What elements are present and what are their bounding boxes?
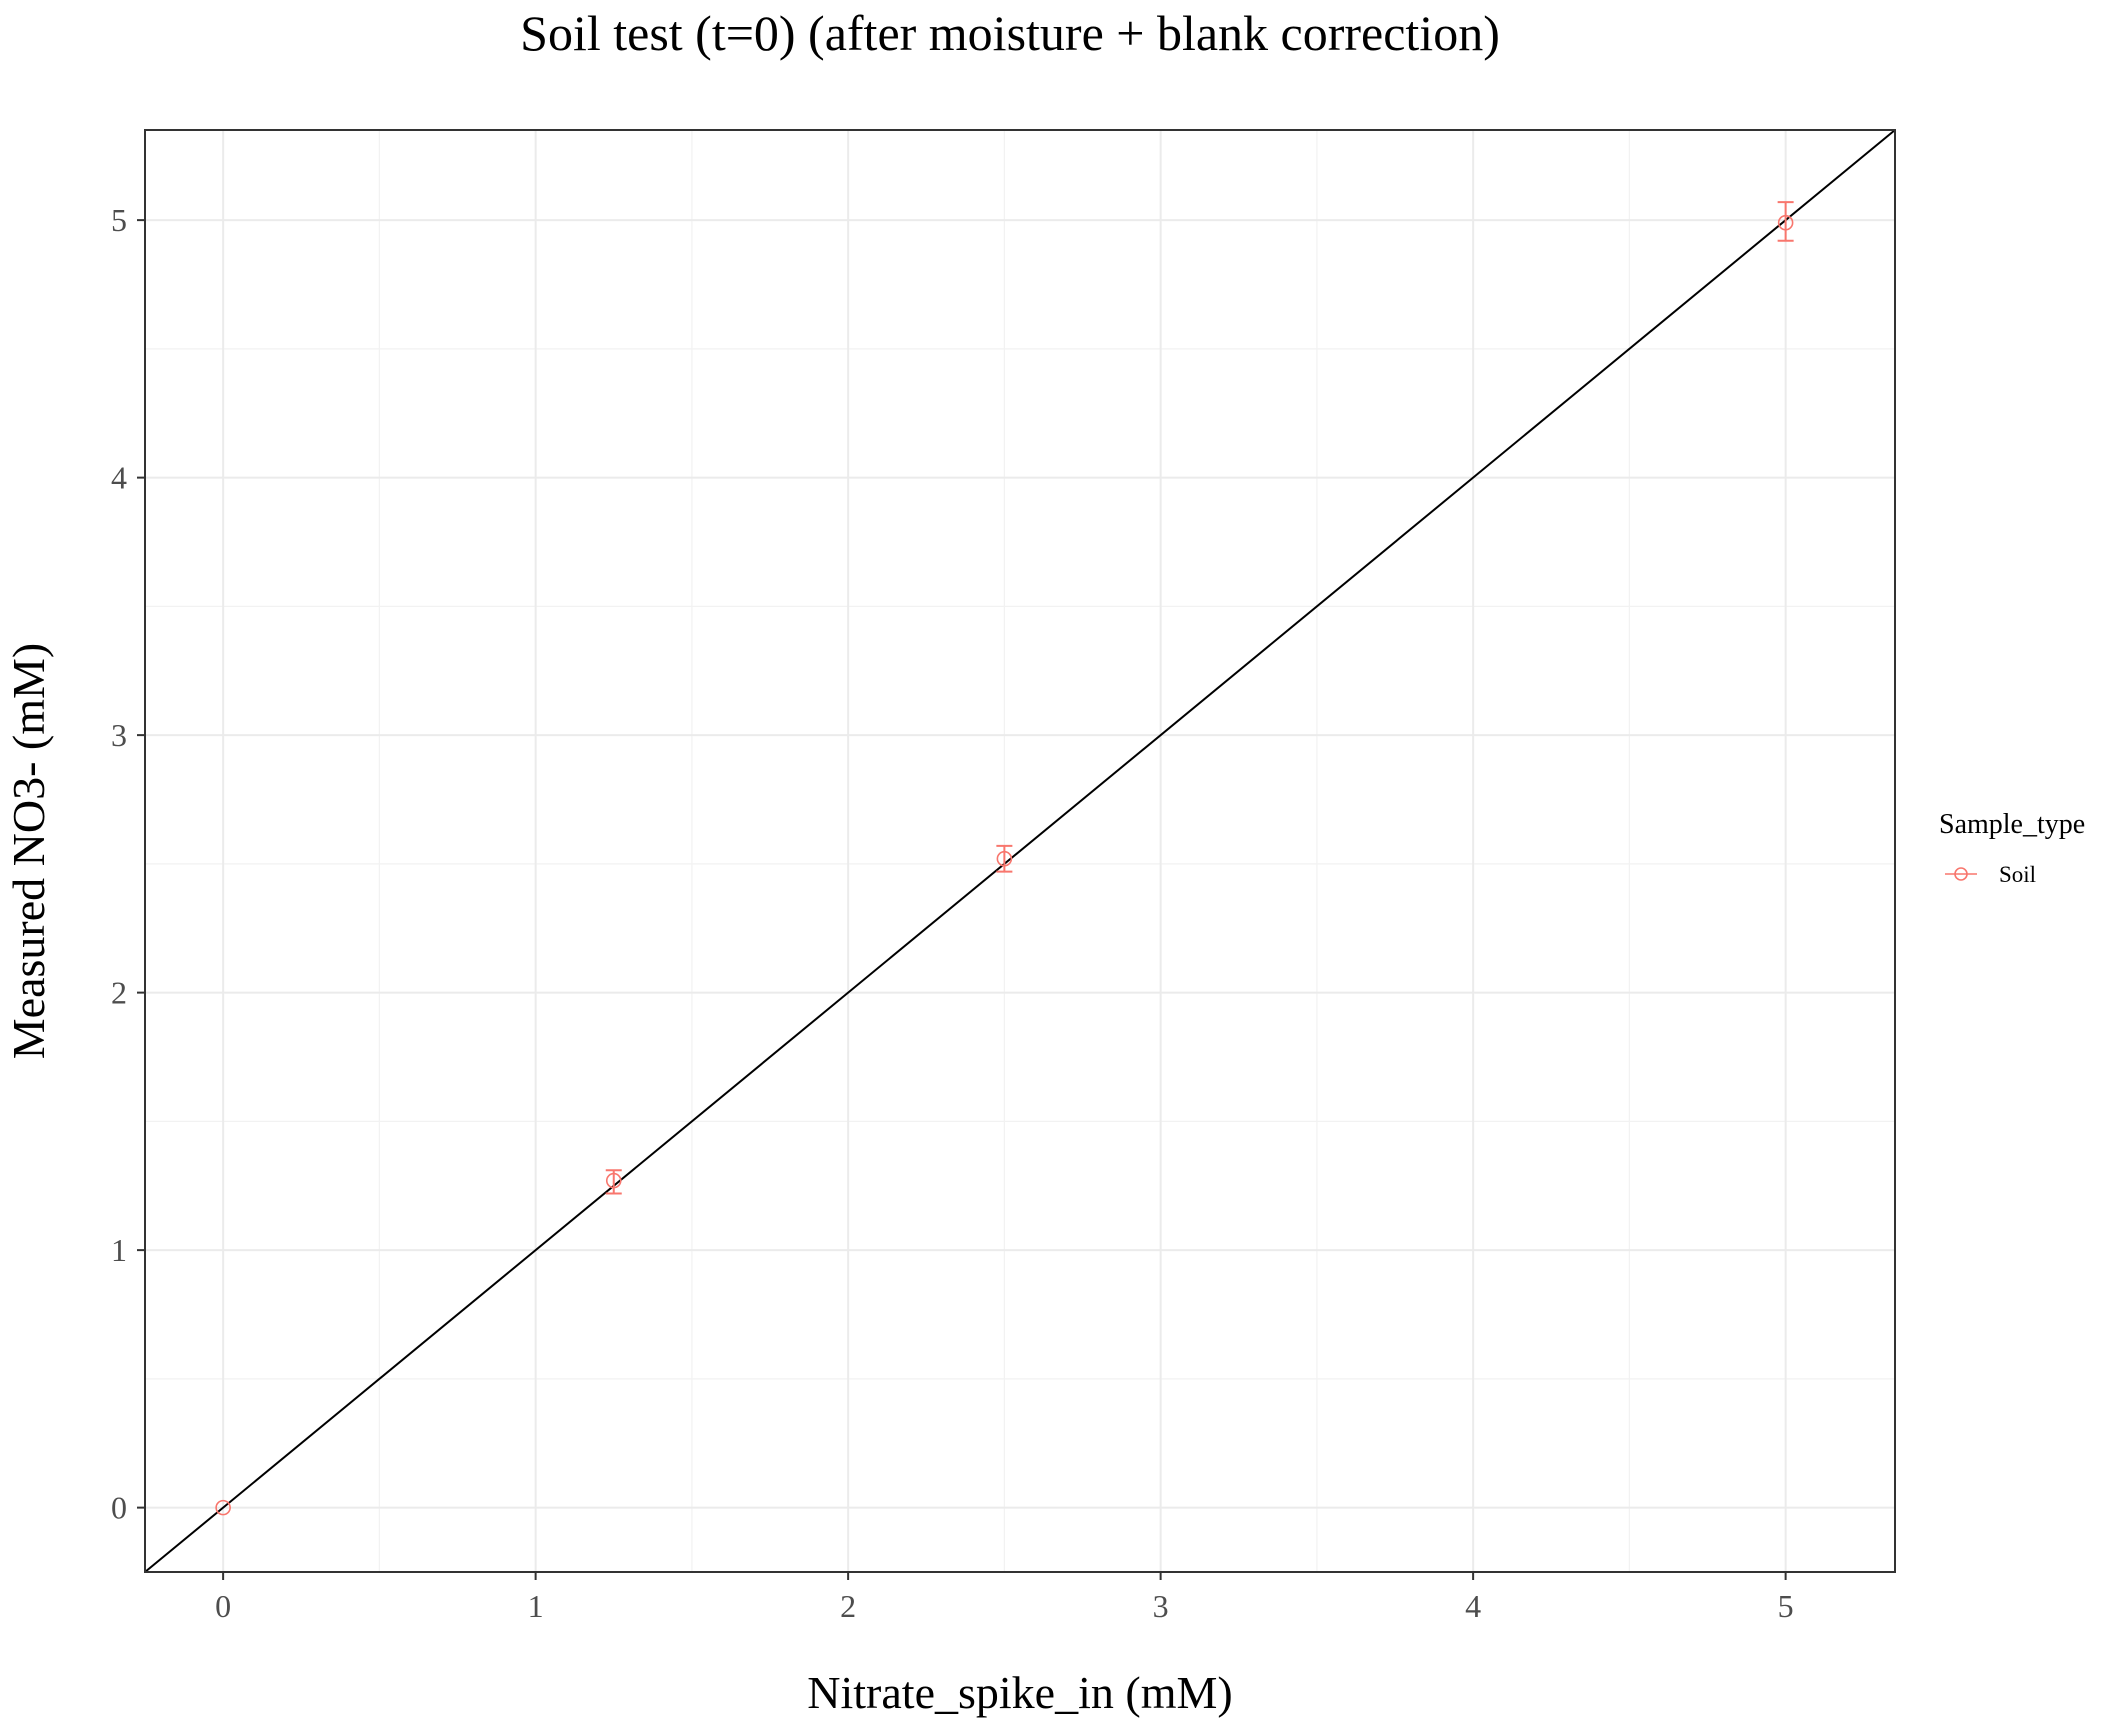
y-tick-label: 5 <box>111 202 127 238</box>
x-tick-label: 4 <box>1465 1588 1481 1624</box>
y-tick-label: 4 <box>111 460 127 496</box>
data-point <box>1777 214 1794 231</box>
x-tick-label: 3 <box>1153 1588 1169 1624</box>
legend: Sample_type Soil <box>1939 809 2085 887</box>
legend-title: Sample_type <box>1939 809 2085 840</box>
x-tick-label: 2 <box>840 1588 856 1624</box>
data-point <box>215 1499 231 1516</box>
data-point <box>996 850 1013 867</box>
y-axis-title: Measured NO3- (mM) <box>3 643 54 1059</box>
reference-line-group <box>144 129 1896 1573</box>
y-tick-label: 2 <box>111 975 127 1011</box>
legend-items: Soil <box>1945 862 2036 887</box>
legend-label: Soil <box>1999 862 2036 887</box>
chart-title: Soil test (t=0) (after moisture + blank … <box>520 5 1500 61</box>
y-tick-label: 1 <box>111 1232 127 1268</box>
reference-line <box>144 129 1896 1573</box>
x-axis-title: Nitrate_spike_in (mM) <box>807 1667 1232 1718</box>
data-point <box>605 1172 622 1189</box>
x-tick-label: 1 <box>528 1588 544 1624</box>
x-tick-label: 0 <box>215 1588 231 1624</box>
axes: 0 1 2 3 4 5 0 1 2 3 4 5 <box>111 202 1794 1624</box>
legend-key-marker <box>1954 867 1968 881</box>
plot-panel-border <box>144 129 1896 1573</box>
y-tick-label: 3 <box>111 717 127 753</box>
grid <box>145 130 1895 1572</box>
series-group <box>215 201 1794 1516</box>
y-tick-label: 0 <box>111 1490 127 1526</box>
x-tick-label: 5 <box>1778 1588 1794 1624</box>
